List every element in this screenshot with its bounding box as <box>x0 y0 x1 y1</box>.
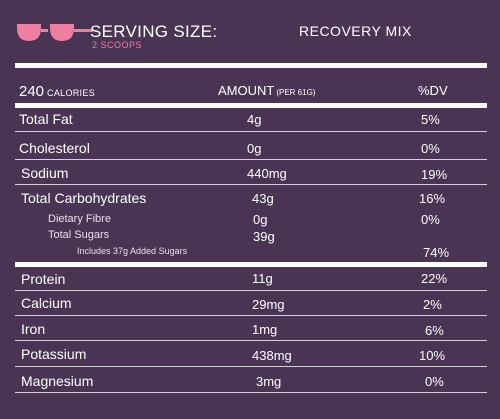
row-dv: 0% <box>421 212 440 227</box>
row-amount: 43g <box>252 191 274 206</box>
top-divider <box>15 63 487 68</box>
row-amount: 29mg <box>252 297 285 312</box>
row-divider <box>15 315 487 316</box>
row-amount: 4g <box>247 112 262 127</box>
dv-column-header: %DV <box>418 83 448 98</box>
row-amount: 1mg <box>252 322 278 337</box>
amount-label: AMOUNT <box>218 83 275 98</box>
row-label: Total Carbohydrates <box>21 190 147 206</box>
serving-size-value: 2 SCOOPS <box>92 40 143 50</box>
row-label: Protein <box>21 271 66 287</box>
row-label: Dietary Fibre <box>48 213 111 225</box>
calories-value: 240 <box>19 83 45 100</box>
row-label: Cholesterol <box>19 140 90 156</box>
row-dv: 6% <box>425 323 444 338</box>
row-label: Sodium <box>21 165 69 181</box>
row-divider <box>15 366 487 367</box>
row-amount: 3mg <box>256 374 282 389</box>
row-dv: 22% <box>421 271 448 286</box>
measuring-scoops-icon <box>17 24 93 41</box>
row-amount: 440mg <box>247 166 287 181</box>
row-dv: 74% <box>423 245 450 260</box>
row-dv: 16% <box>419 191 446 206</box>
row-amount: 39g <box>253 229 275 244</box>
row-divider <box>15 290 487 291</box>
row-dv: 0% <box>421 141 440 156</box>
row-dv: 5% <box>421 112 440 127</box>
row-divider <box>15 392 487 393</box>
row-label: Total Fat <box>19 111 73 127</box>
amount-column-header: AMOUNT (PER 61G) <box>218 83 315 98</box>
product-name: RECOVERY MIX <box>299 23 412 39</box>
row-label: Iron <box>21 321 46 337</box>
row-label: Calcium <box>21 295 72 311</box>
row-divider <box>15 184 487 185</box>
serving-size-label: SERVING SIZE: <box>90 22 218 41</box>
row-amount: 11g <box>252 271 273 286</box>
row-dv: 10% <box>419 348 446 363</box>
row-dv: 2% <box>423 297 442 312</box>
row-amount: 0g <box>253 212 268 227</box>
section-divider <box>15 262 487 267</box>
row-label: Includes 37g Added Sugars <box>77 246 188 256</box>
row-label: Magnesium <box>21 373 94 389</box>
row-dv: 0% <box>425 374 444 389</box>
row-divider <box>15 159 487 160</box>
calories-line: 240 CALORIES <box>19 83 95 100</box>
row-divider <box>15 131 487 132</box>
calories-label: CALORIES <box>47 88 95 98</box>
row-dv: 19% <box>421 167 448 182</box>
row-amount: 0g <box>247 141 262 156</box>
row-label: Potassium <box>21 346 87 362</box>
header-divider <box>15 103 487 108</box>
row-amount: 438mg <box>252 348 292 363</box>
row-label: Total Sugars <box>48 229 110 241</box>
row-divider <box>15 340 487 341</box>
amount-sub-label: (PER 61G) <box>276 88 316 97</box>
